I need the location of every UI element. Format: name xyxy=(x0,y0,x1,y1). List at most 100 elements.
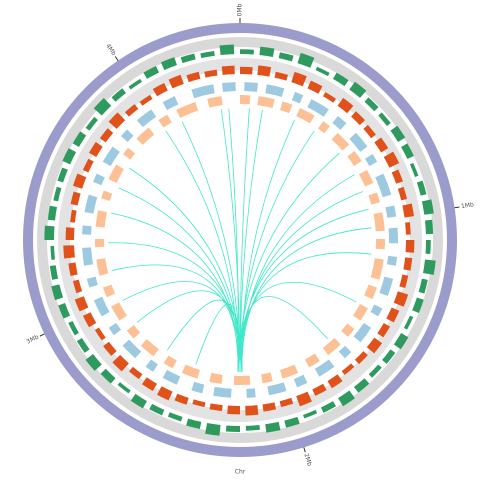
link xyxy=(228,108,239,372)
histogram-bar xyxy=(416,180,427,196)
gene-block xyxy=(265,84,285,97)
link xyxy=(167,299,243,372)
histogram-bar xyxy=(405,222,411,235)
link xyxy=(195,303,241,373)
histogram-bar xyxy=(363,124,376,139)
gene-block xyxy=(379,276,394,297)
gene-block xyxy=(244,82,258,92)
link xyxy=(239,191,363,373)
gene-block xyxy=(207,96,223,108)
gene-block xyxy=(368,192,381,205)
tick-label: 4Mb xyxy=(104,43,117,58)
link xyxy=(111,264,241,373)
gene-block xyxy=(304,353,320,368)
histogram-bar xyxy=(99,128,114,143)
gene-block xyxy=(385,205,397,218)
gene-block xyxy=(123,147,136,160)
histogram-bar xyxy=(303,409,318,419)
histogram-bar xyxy=(72,173,87,189)
histogram-bar xyxy=(399,274,409,288)
tick-mark xyxy=(39,333,45,337)
gene-block xyxy=(353,304,368,321)
link xyxy=(239,252,372,373)
gene-block xyxy=(296,107,315,124)
histogram-bar xyxy=(186,71,201,83)
gene-block xyxy=(95,238,105,248)
tick-mark xyxy=(303,447,306,453)
histogram-bar xyxy=(374,137,389,153)
gene-block xyxy=(331,132,350,151)
histogram-bar xyxy=(128,366,143,380)
gene-block xyxy=(126,325,141,339)
histogram-bar xyxy=(393,291,409,307)
gene-block xyxy=(387,255,398,266)
histogram-bar xyxy=(130,393,147,409)
link xyxy=(241,227,372,372)
histogram-bar xyxy=(333,72,349,87)
histogram-bar xyxy=(327,374,343,389)
histogram-bar xyxy=(94,327,106,341)
histogram-bar xyxy=(68,320,79,336)
gene-block xyxy=(191,84,215,99)
gene-block xyxy=(359,169,374,187)
gene-block xyxy=(82,225,92,235)
histogram-bar xyxy=(425,240,431,254)
histogram-bar xyxy=(70,191,81,206)
link xyxy=(108,242,243,372)
gene-block xyxy=(136,127,155,145)
histogram-bar xyxy=(112,354,129,372)
histogram-bar xyxy=(209,403,223,412)
histogram-bar xyxy=(117,382,131,394)
gene-block xyxy=(101,190,113,201)
gene-block xyxy=(103,284,116,298)
histogram-bar xyxy=(245,405,259,416)
link xyxy=(181,121,241,373)
gene-block xyxy=(307,99,329,117)
histogram-bar xyxy=(53,186,62,202)
link xyxy=(237,152,340,372)
histogram-bar xyxy=(57,167,68,183)
histogram-bar xyxy=(157,386,173,401)
gene-block xyxy=(108,164,124,183)
tick-label: 2Mb xyxy=(302,453,313,467)
gene-block xyxy=(163,355,177,369)
gene-block xyxy=(375,173,392,198)
histogram-bar xyxy=(88,141,103,157)
histogram-bar xyxy=(397,186,408,201)
ideogram-ring xyxy=(23,23,457,457)
tick-label: 1Mb xyxy=(461,201,475,210)
gene-block xyxy=(318,121,330,134)
histogram-bar xyxy=(108,112,126,129)
background-ring xyxy=(58,58,422,422)
histogram-bar xyxy=(307,80,323,94)
gene-block xyxy=(370,258,384,280)
histogram-bar xyxy=(240,49,254,55)
histogram-bar xyxy=(44,225,55,240)
histogram-bar xyxy=(424,219,434,235)
tick-label: 3Mb xyxy=(25,334,40,346)
gene-block xyxy=(102,146,120,167)
histogram-bar xyxy=(205,423,221,436)
gene-block xyxy=(314,359,335,377)
link xyxy=(118,187,241,373)
histogram-bar xyxy=(167,412,183,422)
gene-block xyxy=(373,212,385,232)
histogram-bar xyxy=(141,377,157,392)
histogram-bar xyxy=(82,158,94,173)
histogram-bar xyxy=(204,69,218,78)
gene-block xyxy=(246,388,256,398)
histogram-bar xyxy=(265,421,281,433)
gene-block xyxy=(375,238,385,250)
gene-block xyxy=(176,102,199,118)
gene-block xyxy=(108,322,122,336)
gene-block xyxy=(353,322,372,343)
histogram-bar xyxy=(70,209,77,223)
histogram-bar xyxy=(58,303,71,319)
histogram-bar xyxy=(366,337,383,354)
gene-block xyxy=(332,115,347,130)
gene-block xyxy=(364,284,377,300)
histogram-bar xyxy=(160,57,177,71)
histogram-bar xyxy=(143,66,160,79)
histogram-bar xyxy=(412,297,424,313)
